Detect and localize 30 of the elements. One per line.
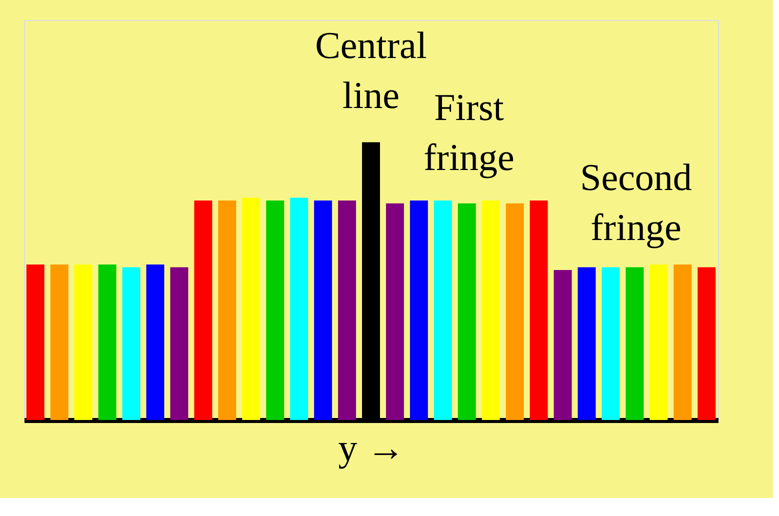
bar (506, 203, 524, 420)
bar (122, 267, 140, 420)
bar (530, 200, 548, 420)
bar (482, 200, 500, 420)
bar (98, 264, 116, 420)
x-axis-title: y → (338, 428, 405, 470)
bar (146, 264, 164, 420)
bar (194, 200, 212, 420)
bar (314, 200, 332, 420)
annotation: Second fringe (580, 157, 692, 249)
bar (242, 198, 260, 420)
bar (674, 264, 692, 420)
bar (26, 264, 44, 420)
bar (338, 200, 356, 420)
bar (410, 200, 428, 420)
bar (698, 267, 716, 420)
bar (74, 264, 92, 420)
bar (266, 200, 284, 420)
bar (458, 203, 476, 420)
bar (218, 200, 236, 420)
bar (434, 200, 452, 420)
bar (170, 267, 188, 420)
bar (386, 203, 404, 420)
bar (50, 264, 68, 420)
bar (650, 264, 668, 420)
bar (626, 267, 644, 420)
bar (290, 198, 308, 420)
bar (578, 267, 596, 420)
bar (554, 270, 572, 420)
bar (602, 267, 620, 420)
